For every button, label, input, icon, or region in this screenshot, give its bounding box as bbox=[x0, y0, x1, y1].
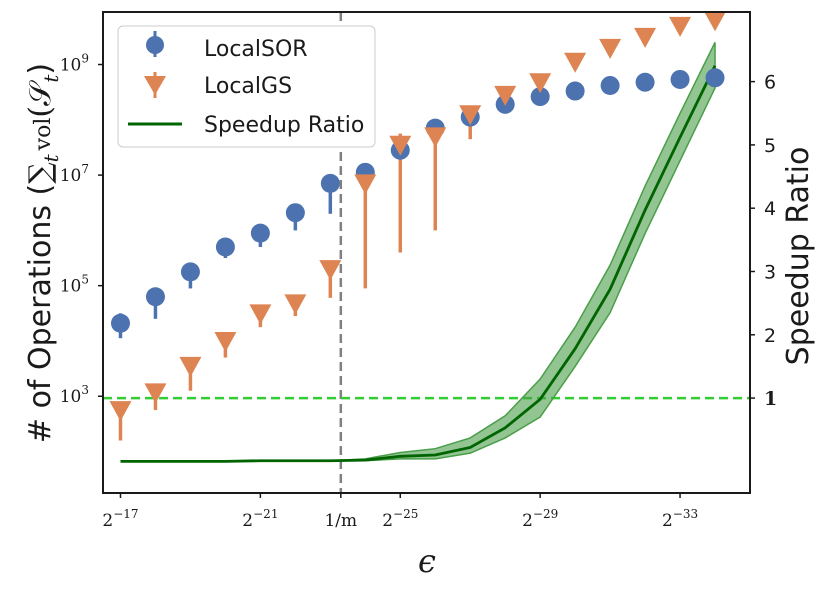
y-label-S: (𝒮 bbox=[23, 80, 58, 118]
localsor-point-14 bbox=[600, 76, 620, 96]
legend-localgs-label: LocalGS bbox=[204, 74, 292, 99]
localgs-point-6 bbox=[319, 260, 342, 281]
y-right-tick-label-3: 4 bbox=[764, 198, 776, 220]
y-label-sub-t: t bbox=[39, 153, 63, 162]
localsor-point-4 bbox=[250, 223, 270, 243]
x-tick-label-3: 2−25 bbox=[382, 507, 418, 531]
x-tick-label-4: 2−29 bbox=[522, 507, 558, 531]
localsor-point-2 bbox=[180, 262, 200, 282]
x-tick-label-2: 1/m bbox=[324, 511, 357, 531]
localgs-point-2 bbox=[179, 356, 202, 377]
localgs-point-10 bbox=[459, 105, 482, 126]
localsor-point-16 bbox=[670, 69, 690, 89]
y-right-tick-label-4: 5 bbox=[764, 135, 776, 157]
localgs-point-0 bbox=[109, 401, 132, 422]
y-label-close: ) bbox=[23, 63, 58, 75]
y-label-vol: vol bbox=[31, 118, 56, 152]
x-tick-label-0: 2−17 bbox=[102, 507, 138, 531]
localsor-point-3 bbox=[215, 237, 235, 257]
localsor-point-5 bbox=[285, 203, 305, 223]
y-right-tick-label-0: 1 bbox=[764, 388, 777, 410]
localsor-point-0 bbox=[110, 313, 130, 333]
localgs-point-12 bbox=[529, 73, 552, 94]
y-left-tick-label-1: 105 bbox=[60, 273, 89, 297]
y-right-tick-label-2: 3 bbox=[764, 261, 776, 283]
legend: LocalSOR LocalGS Speedup Ratio bbox=[117, 25, 376, 148]
localsor-point-17 bbox=[705, 68, 725, 88]
y-left-tick-label-2: 107 bbox=[60, 162, 89, 186]
localgs-point-7 bbox=[354, 174, 377, 195]
legend-localsor-label: LocalSOR bbox=[204, 37, 308, 62]
localgs-point-13 bbox=[564, 52, 587, 73]
localsor-point-12 bbox=[530, 87, 550, 107]
y-axis-label-left: # of Operations (∑tvol(𝒮t) bbox=[23, 63, 63, 443]
x-tick-label-5: 2−33 bbox=[662, 507, 698, 531]
localgs-point-14 bbox=[599, 38, 622, 59]
localgs-point-1 bbox=[144, 383, 167, 404]
legend-localsor-marker bbox=[146, 36, 164, 54]
localsor-point-15 bbox=[635, 72, 655, 92]
x-tick-label-1: 2−21 bbox=[242, 507, 278, 531]
plot-area: 2−17 2−21 1/m 2−25 2−29 2−33 103 105 107 109 1 2 3 4 5… bbox=[60, 11, 777, 531]
y-label-prefix: # of Operations ( bbox=[23, 184, 58, 443]
plot-frame bbox=[102, 11, 751, 494]
localsor-point-6 bbox=[320, 173, 340, 193]
y-axis-label-right: Speedup Ratio bbox=[781, 147, 816, 366]
legend-localgs-marker bbox=[144, 76, 166, 95]
legend-speedup-label: Speedup Ratio bbox=[204, 113, 364, 138]
localgs-point-16 bbox=[669, 16, 692, 37]
localsor-point-13 bbox=[565, 81, 585, 101]
localgs-point-9 bbox=[424, 127, 447, 148]
y-right-tick-label-5: 6 bbox=[764, 72, 776, 94]
localgs-point-5 bbox=[284, 294, 307, 315]
y-left-tick-label-3: 109 bbox=[60, 52, 89, 76]
speedup-ratio-line bbox=[120, 65, 717, 463]
y-left-tick-label-0: 103 bbox=[60, 383, 89, 407]
localgs-point-3 bbox=[214, 331, 237, 352]
localsor-point-1 bbox=[145, 287, 165, 307]
localgs-point-8 bbox=[389, 135, 412, 156]
legend-box bbox=[117, 25, 376, 148]
localgs-point-11 bbox=[494, 85, 517, 106]
localgs-point-4 bbox=[249, 304, 272, 325]
x-axis-label: ϵ bbox=[418, 542, 436, 580]
y-right-tick-label-1: 2 bbox=[764, 325, 776, 347]
localgs-point-15 bbox=[634, 27, 657, 48]
y-label-sum: ∑ bbox=[23, 162, 58, 184]
plot-inner bbox=[103, 12, 750, 493]
localgs-point-17 bbox=[704, 12, 726, 32]
y-label-sub-t2: t bbox=[39, 74, 63, 83]
